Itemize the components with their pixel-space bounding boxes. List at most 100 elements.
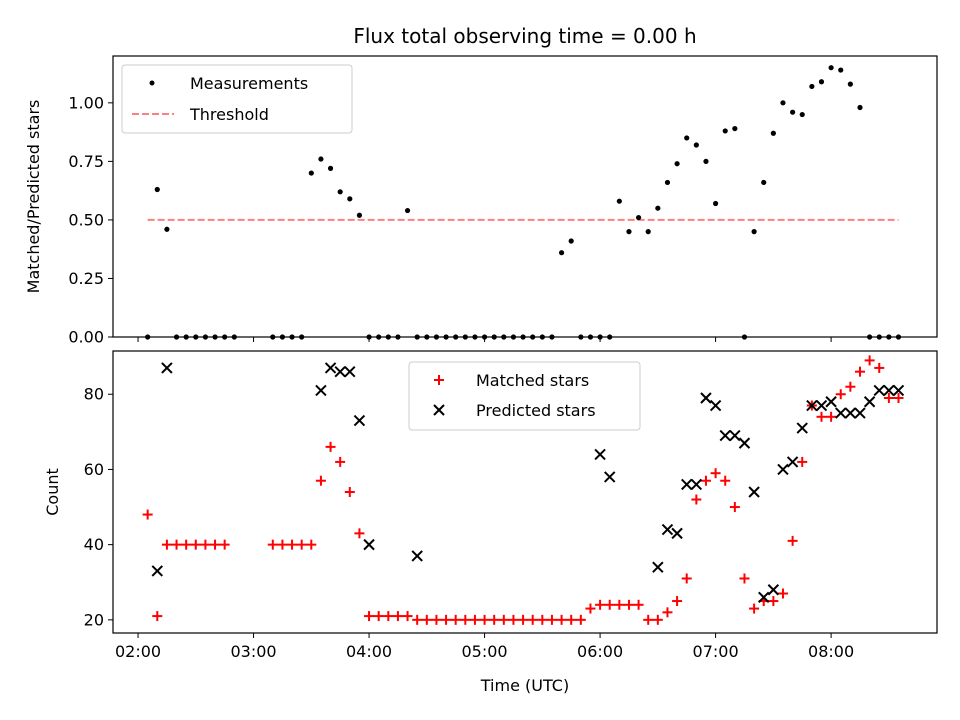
measurement-point [838, 67, 844, 73]
measurement-point [318, 156, 324, 162]
measurement-point [558, 250, 565, 256]
measurement-point [164, 226, 170, 232]
predicted-stars-point [671, 527, 683, 540]
matched-stars-point [797, 456, 808, 467]
matched-stars-point [161, 539, 172, 550]
matched-stars-point [335, 456, 346, 467]
cross-stroke [854, 407, 866, 419]
predicted-stars-point [594, 448, 606, 461]
matched-stars-point [729, 502, 740, 513]
top-axes-frame [112, 55, 938, 338]
matched-stars-point [672, 596, 683, 607]
legend-threshold-label: Threshold [189, 105, 269, 124]
matched-stars-point [152, 611, 163, 622]
predicted-stars-point [835, 407, 847, 419]
matched-stars-point [623, 599, 634, 610]
matched-stars-point [373, 611, 384, 622]
matched-stars-point [402, 611, 413, 622]
bottom-x-tick-label: 06:00 [577, 642, 623, 661]
measurement-point [857, 104, 863, 111]
predicted-stars-point [334, 365, 346, 378]
bottom-y-tick-label: 60 [84, 460, 104, 479]
cross-stroke [748, 486, 760, 498]
predicted-stars-point [777, 463, 789, 476]
matched-stars-point [431, 614, 442, 625]
matched-stars-point [412, 614, 423, 625]
cross-stroke [709, 399, 722, 412]
measurement-point [327, 165, 334, 171]
matched-stars-point [845, 381, 856, 392]
matched-stars-point [787, 535, 798, 546]
cross-stroke [815, 399, 828, 412]
cross-stroke [825, 396, 837, 408]
matched-stars-point [566, 614, 577, 625]
measurement-point [645, 229, 651, 235]
matched-stars-point [450, 614, 461, 625]
matched-stars-point [864, 355, 875, 366]
matched-stars-point [700, 475, 711, 486]
top-legend-box [121, 64, 353, 134]
predicted-stars-point [604, 471, 616, 483]
bottom-plot-area [142, 355, 905, 625]
cross-stroke [806, 399, 818, 412]
predicted-stars-point [719, 429, 731, 442]
matched-stars-point [604, 599, 615, 610]
legend-cross [433, 404, 445, 416]
matched-stars-point [826, 411, 837, 422]
measurement-point [790, 109, 796, 115]
matched-stars-point [489, 614, 500, 625]
bottom-x-tick-label: 03:00 [230, 642, 276, 661]
matched-stars-point [835, 389, 846, 400]
matched-stars-point [383, 611, 394, 622]
cross-stroke [738, 437, 751, 449]
bottom-legend: Matched stars Predicted stars [408, 361, 641, 431]
cross-stroke [786, 456, 799, 468]
matched-stars-point [595, 599, 606, 610]
top-y-tick-label: 0.50 [68, 210, 104, 229]
matched-stars-point [777, 588, 788, 599]
predicted-stars-point [806, 399, 818, 412]
matched-stars-point [614, 599, 625, 610]
matched-stars-point [816, 411, 827, 422]
cross-stroke [661, 523, 674, 536]
matched-stars-point [575, 614, 586, 625]
cross-stroke [604, 471, 616, 483]
matched-stars-point [277, 539, 288, 550]
matched-stars-point [874, 362, 885, 373]
predicted-stars-point [796, 422, 808, 434]
matched-stars-point [460, 614, 471, 625]
bottom-x-tick-label: 08:00 [808, 642, 854, 661]
legend-measurements-label: Measurements [190, 74, 308, 93]
bottom-x-tick-label: 05:00 [462, 642, 508, 661]
cross-stroke [777, 463, 789, 476]
predicted-stars-point [700, 392, 712, 404]
measurement-point [404, 207, 411, 214]
matched-stars-point [508, 614, 519, 625]
cross-stroke [835, 407, 847, 419]
legend-predicted-stars-label: Predicted stars [476, 401, 596, 420]
cross-stroke [863, 396, 876, 408]
legend-predicted-stars-marker [433, 404, 445, 416]
matched-stars-point [421, 614, 432, 625]
bottom-y-axis-label: Count [43, 468, 62, 516]
predicted-stars-point [892, 384, 905, 397]
predicted-stars-point [729, 429, 741, 442]
legend-measurements-marker [149, 80, 155, 86]
bottom-x-axis-label: Time (UTC) [480, 676, 569, 695]
matched-stars-point [190, 539, 201, 550]
top-panel: Flux total observing time = 0.00 h Match… [24, 24, 938, 347]
legend-matched-stars-marker [434, 375, 444, 385]
top-y-tick-label: 1.00 [68, 93, 104, 112]
cross-stroke [796, 422, 808, 434]
cross-stroke [690, 478, 703, 491]
matched-stars-point [441, 614, 452, 625]
measurement-point [664, 179, 671, 186]
matched-stars-point [296, 539, 307, 550]
bottom-y-tick-label: 80 [84, 385, 104, 404]
cross-stroke [353, 414, 366, 427]
cross-stroke [594, 448, 606, 461]
predicted-stars-point [652, 561, 664, 573]
cross-stroke [767, 584, 780, 596]
cross-stroke [892, 384, 905, 397]
matched-stars-point [662, 607, 673, 618]
